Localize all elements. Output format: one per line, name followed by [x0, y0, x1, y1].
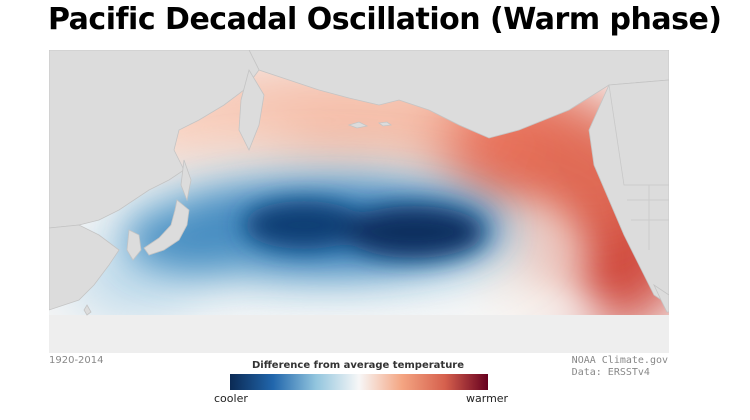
- legend-low-label: cooler: [214, 392, 248, 405]
- time-period-label: 1920-2014: [49, 355, 104, 366]
- credit-org: NOAA Climate.gov: [571, 355, 668, 366]
- credit-data-source: Data: ERSSTv4: [571, 367, 650, 378]
- land-masses: [49, 50, 669, 316]
- pdo-map: [49, 50, 669, 353]
- legend-colorbar: [230, 374, 488, 390]
- credit-block: NOAA Climate.gov Data: ERSSTv4: [572, 355, 668, 379]
- legend-title: Difference from average temperature: [251, 360, 465, 371]
- page-title: Pacific Decadal Oscillation (Warm phase): [48, 2, 722, 37]
- legend-high-label: warmer: [466, 392, 509, 405]
